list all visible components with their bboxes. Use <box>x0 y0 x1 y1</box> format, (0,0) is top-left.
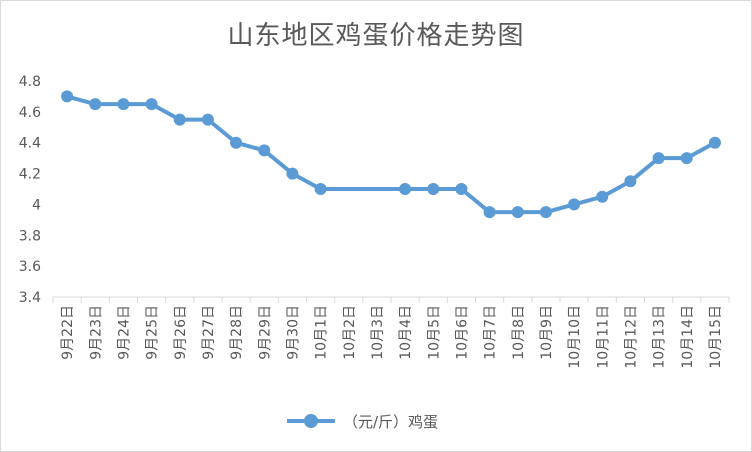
x-tick-label: 9月23日 <box>88 305 104 360</box>
data-point <box>61 90 74 103</box>
x-tick-label: 10月12日 <box>623 305 639 369</box>
x-tick-label: 10月2日 <box>342 305 358 360</box>
x-tick-label: 10月5日 <box>426 305 442 360</box>
x-tick-label: 10月11日 <box>595 305 611 369</box>
legend: （元/斤）鸡蛋 <box>287 410 438 432</box>
x-tick-label: 10月14日 <box>680 305 696 369</box>
y-tick-label: 4 <box>32 197 41 213</box>
data-point <box>145 98 158 111</box>
x-tick-label: 10月4日 <box>398 305 414 360</box>
legend-label: （元/斤）鸡蛋 <box>343 412 439 431</box>
x-tick-label: 10月6日 <box>454 305 470 360</box>
data-point <box>511 206 524 219</box>
x-tick-label: 9月27日 <box>201 305 217 360</box>
data-point <box>455 183 468 195</box>
y-tick-label: 4.8 <box>19 74 41 90</box>
data-point <box>230 136 243 149</box>
data-point <box>568 198 581 211</box>
chart-title: 山东地区鸡蛋价格走势图 <box>227 21 525 51</box>
data-point <box>483 206 496 219</box>
series-line <box>65 94 717 215</box>
x-tick-label: 9月30日 <box>285 305 301 360</box>
data-point <box>117 98 130 111</box>
x-tick-label: 9月28日 <box>229 305 245 360</box>
x-tick-label: 9月24日 <box>116 305 132 360</box>
data-point <box>89 98 102 111</box>
legend-line-marker <box>287 410 335 432</box>
data-point <box>173 113 186 126</box>
x-tick-label: 9月26日 <box>173 305 189 360</box>
data-point <box>680 152 693 165</box>
y-tick-label: 4.6 <box>19 105 41 121</box>
data-point <box>624 175 637 188</box>
x-tick-label: 10月7日 <box>483 305 499 360</box>
data-point <box>539 206 552 219</box>
data-point <box>286 167 299 180</box>
x-tick-label: 10月9日 <box>539 305 555 360</box>
y-tick-label: 4.4 <box>19 136 41 152</box>
data-point <box>427 183 440 195</box>
y-tick-label: 3.4 <box>19 290 41 306</box>
x-tick-label: 10月15日 <box>708 305 724 369</box>
x-tick-label: 9月29日 <box>257 305 273 360</box>
x-tick-label: 9月22日 <box>60 305 76 360</box>
data-point <box>708 136 721 149</box>
x-tick-label: 9月25日 <box>145 305 161 360</box>
data-point <box>258 144 271 157</box>
data-point <box>314 183 327 195</box>
x-tick-label: 10月10日 <box>567 305 583 369</box>
x-tick-label: 10月1日 <box>314 305 330 360</box>
y-tick-label: 4.2 <box>19 167 41 183</box>
x-tick-label: 10月8日 <box>511 305 527 360</box>
y-tick-label: 3.8 <box>19 228 41 244</box>
y-tick-label: 3.6 <box>19 259 41 275</box>
data-point <box>399 183 412 195</box>
data-point <box>652 152 665 165</box>
data-point <box>596 190 609 203</box>
x-tick-label: 10月13日 <box>652 305 668 369</box>
data-point <box>201 113 214 126</box>
x-tick-label: 10月3日 <box>370 305 386 360</box>
